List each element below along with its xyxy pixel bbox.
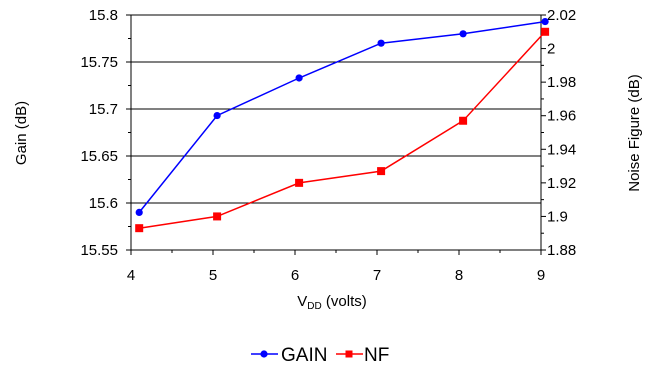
right-y-tick-label: 2.02: [547, 7, 576, 24]
left-y-tick-label: 15.65: [80, 148, 118, 165]
x-tick-label: 7: [373, 267, 381, 284]
left-y-tick-label: 15.6: [89, 195, 118, 212]
x-axis-ticks: 4 5 6 7 8 9: [127, 250, 545, 284]
data-point-nf: [295, 178, 304, 187]
right-y-tick-label: 1.94: [547, 141, 576, 158]
grid-lines: [131, 14, 541, 251]
left-y-tick-label: 15.75: [80, 54, 118, 71]
legend-item-gain: GAIN: [251, 345, 327, 366]
series-group: [135, 17, 550, 233]
legend-gain-label: GAIN: [281, 345, 327, 366]
legend-nf-marker: [345, 350, 353, 358]
data-point-gain: [135, 208, 143, 216]
data-point-gain: [295, 74, 303, 82]
data-point-gain: [459, 30, 467, 38]
right-y-tick-label: 1.98: [547, 74, 576, 91]
series-line-gain: [138, 20, 546, 213]
left-y-tick-label: 15.8: [89, 7, 118, 24]
right-y-tick-label: 1.9: [547, 208, 568, 225]
x-axis-title-subscript: DD: [307, 301, 321, 312]
legend-gain-marker: [260, 350, 268, 358]
data-point-nf: [377, 167, 386, 176]
left-y-axis-title: Gain (dB): [13, 101, 30, 165]
x-tick-label: 4: [127, 267, 135, 284]
data-point-gain: [213, 111, 221, 120]
data-point-nf: [541, 27, 550, 36]
data-point-nf: [135, 224, 144, 233]
data-point-gain: [377, 39, 385, 47]
left-y-tick-label: 15.55: [80, 242, 118, 259]
x-tick-label: 6: [291, 267, 299, 284]
left-y-tick-label: 15.7: [89, 101, 118, 118]
x-axis-title-main: V: [297, 293, 307, 310]
right-y-axis-title: Noise Figure (dB): [626, 74, 643, 192]
legend-item-nf: NF: [336, 345, 389, 366]
legend: GAIN NF: [251, 345, 389, 366]
right-y-tick-label: 1.92: [547, 175, 576, 192]
data-point-nf: [459, 116, 468, 125]
x-axis-title-unit: (volts): [322, 293, 367, 310]
legend-nf-label: NF: [364, 345, 389, 366]
x-axis-title: VDD (volts): [297, 293, 366, 312]
data-point-nf: [213, 212, 222, 221]
x-tick-label: 5: [209, 267, 217, 284]
x-tick-label: 8: [455, 267, 463, 284]
data-point-gain: [541, 17, 549, 26]
x-tick-label: 9: [537, 267, 545, 284]
left-y-axis-ticks: 15.55 15.6 15.65 15.7 15.75 15.8: [80, 7, 131, 259]
right-y-tick-label: 1.96: [547, 108, 576, 125]
series-line-nf: [139, 31, 546, 229]
right-y-tick-label: 1.88: [547, 242, 576, 259]
right-y-axis-ticks: 1.88 1.9 1.92 1.94 1.96 1.98 2 2.02: [541, 7, 576, 259]
axes: [130, 15, 542, 251]
right-y-tick-label: 2: [547, 41, 555, 58]
